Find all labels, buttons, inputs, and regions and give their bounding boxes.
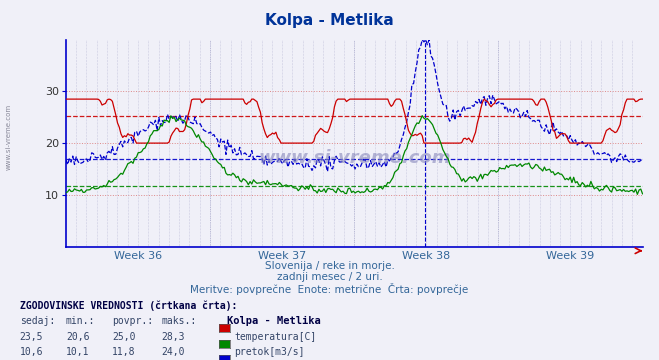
Text: Meritve: povprečne  Enote: metrične  Črta: povprečje: Meritve: povprečne Enote: metrične Črta:… <box>190 283 469 294</box>
Text: 24,0: 24,0 <box>161 347 185 357</box>
Text: ZGODOVINSKE VREDNOSTI (črtkana črta):: ZGODOVINSKE VREDNOSTI (črtkana črta): <box>20 301 237 311</box>
Text: temperatura[C]: temperatura[C] <box>235 332 317 342</box>
Text: 23,5: 23,5 <box>20 332 43 342</box>
Text: 25,0: 25,0 <box>112 332 136 342</box>
Text: min.:: min.: <box>66 316 96 326</box>
Text: Kolpa - Metlika: Kolpa - Metlika <box>265 13 394 28</box>
Text: 10,1: 10,1 <box>66 347 90 357</box>
Text: povpr.:: povpr.: <box>112 316 153 326</box>
Text: 11,8: 11,8 <box>112 347 136 357</box>
Text: Kolpa - Metlika: Kolpa - Metlika <box>227 316 321 326</box>
Text: pretok[m3/s]: pretok[m3/s] <box>235 347 305 357</box>
Text: Slovenija / reke in morje.: Slovenija / reke in morje. <box>264 261 395 271</box>
Text: 10,6: 10,6 <box>20 347 43 357</box>
Text: www.si-vreme.com: www.si-vreme.com <box>5 104 11 170</box>
Text: 28,3: 28,3 <box>161 332 185 342</box>
Text: zadnji mesec / 2 uri.: zadnji mesec / 2 uri. <box>277 272 382 282</box>
Text: 20,6: 20,6 <box>66 332 90 342</box>
Text: sedaj:: sedaj: <box>20 316 55 326</box>
Text: www.si-vreme.com: www.si-vreme.com <box>258 149 451 167</box>
Text: maks.:: maks.: <box>161 316 196 326</box>
